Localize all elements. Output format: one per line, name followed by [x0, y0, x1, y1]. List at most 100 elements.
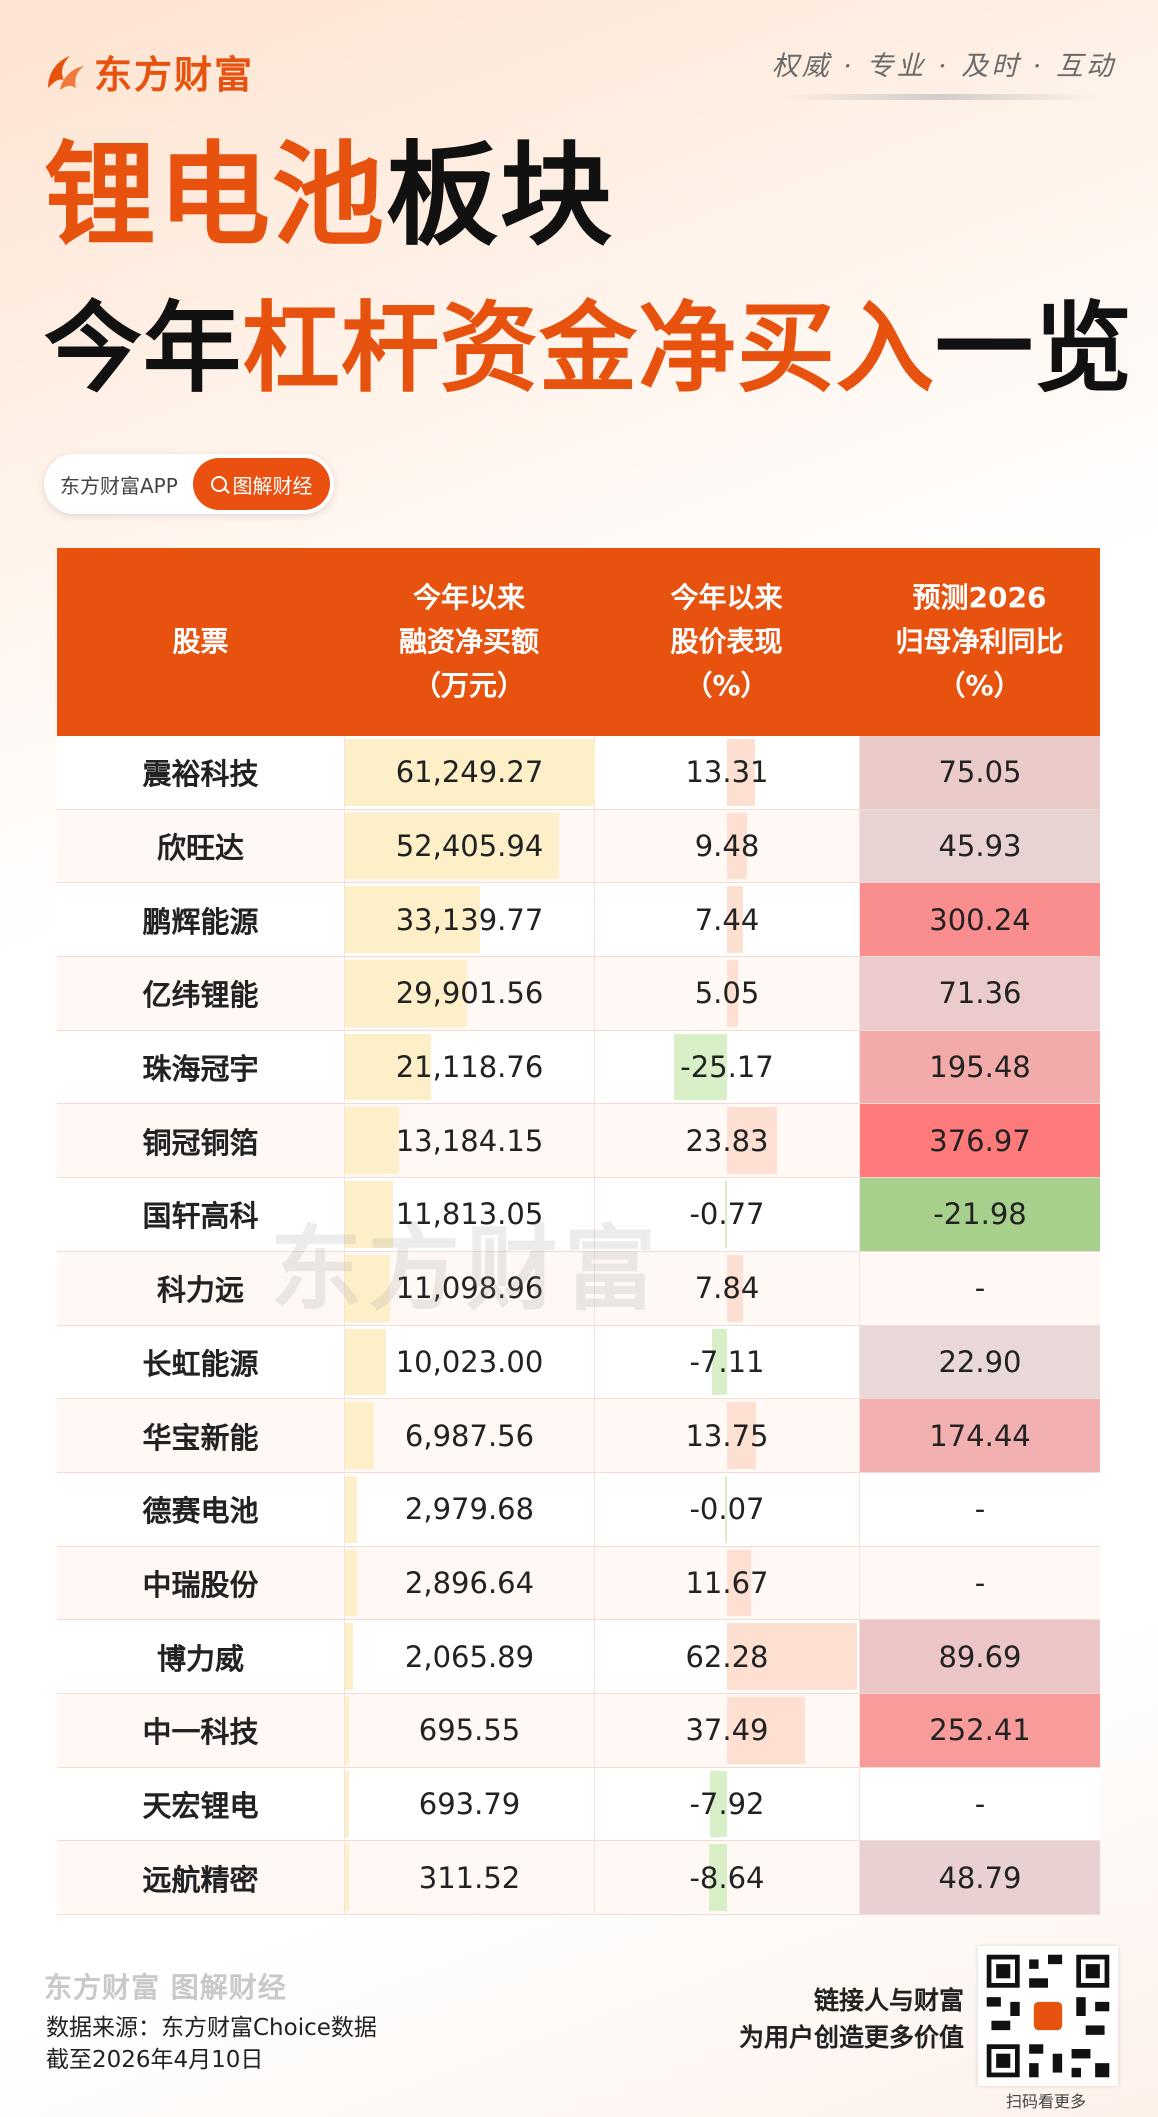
profit-value: - [974, 1786, 986, 1821]
price-bar [708, 1844, 727, 1911]
source-line1: 数据来源：东方财富Choice数据 [46, 2015, 377, 2041]
title2-black-a: 今年 [44, 292, 243, 406]
profit-cell: 75.05 [859, 736, 1100, 809]
net-buy-value: 693.79 [418, 1786, 521, 1821]
net-buy-cell: 693.79 [344, 1767, 594, 1841]
table-row: 震裕科技 61,249.27 13.31 75.05 [57, 736, 1100, 810]
stock-name-text: 国轩高科 [142, 1199, 259, 1234]
net-buy-cell: 695.55 [344, 1693, 594, 1767]
profit-value: 48.79 [938, 1860, 1022, 1895]
page-title-line2: 今年杠杆资金净买入一览 [44, 300, 1133, 398]
profit-cell: - [859, 1251, 1100, 1325]
price-cell: -0.07 [594, 1472, 859, 1546]
price-cell: -7.11 [594, 1325, 859, 1399]
stock-name: 国轩高科 [57, 1178, 344, 1251]
table-row: 珠海冠宇 21,118.76 -25.17 195.48 [57, 1030, 1100, 1105]
title2-black-b: 一览 [935, 292, 1134, 406]
price-bar [727, 886, 743, 954]
profit-cell: 195.48 [859, 1030, 1100, 1104]
net-buy-cell: 52,405.94 [344, 809, 594, 883]
table-row: 科力远 11,098.96 7.84 - [57, 1251, 1100, 1326]
net-buy-bar [345, 886, 481, 954]
net-buy-bar [345, 1475, 358, 1543]
profit-value: 22.90 [938, 1344, 1022, 1379]
profit-cell: 22.90 [859, 1325, 1100, 1399]
profit-cell: - [859, 1767, 1100, 1841]
price-value: 11.67 [685, 1565, 769, 1600]
net-buy-bar [345, 739, 595, 806]
stock-name-text: 欣旺达 [156, 831, 244, 866]
net-buy-value: 61,249.27 [395, 755, 544, 790]
stock-name-text: 亿纬锂能 [142, 978, 259, 1013]
net-buy-bar [345, 1033, 432, 1101]
stock-name: 震裕科技 [57, 736, 344, 809]
title2-orange: 杠杆资金净买入 [242, 292, 936, 406]
qr-label: 扫码看更多 [1006, 2092, 1087, 2111]
price-cell: 62.28 [594, 1620, 859, 1693]
profit-cell: - [859, 1546, 1100, 1620]
price-value: 7.44 [694, 902, 760, 937]
profit-cell: 252.41 [859, 1693, 1100, 1767]
price-cell: 23.83 [594, 1104, 859, 1178]
qr-code-icon[interactable] [978, 1946, 1118, 2086]
price-value: -0.07 [689, 1492, 765, 1527]
stock-name-text: 珠海冠宇 [142, 1052, 259, 1087]
net-buy-bar [345, 1770, 349, 1838]
price-value: -7.92 [689, 1786, 765, 1821]
stock-name: 博力威 [57, 1620, 344, 1693]
price-bar [727, 1549, 752, 1617]
table-row: 亿纬锂能 29,901.56 5.05 71.36 [57, 957, 1100, 1031]
price-cell: 37.49 [594, 1693, 859, 1767]
price-bar [725, 1181, 727, 1248]
price-value: 13.31 [685, 755, 769, 790]
stock-name-text: 远航精密 [142, 1862, 259, 1897]
net-buy-cell: 2,896.64 [344, 1546, 594, 1620]
profit-cell: 89.69 [859, 1620, 1100, 1693]
profit-cell: 71.36 [859, 957, 1100, 1030]
stock-name: 华宝新能 [57, 1399, 344, 1472]
title-orange-part: 锂电池 [44, 131, 386, 261]
price-value: 23.83 [685, 1123, 769, 1158]
profit-cell: - [859, 1472, 1100, 1546]
stock-name: 中瑞股份 [57, 1547, 344, 1620]
net-buy-bar [345, 1696, 349, 1764]
net-buy-bar [345, 1181, 394, 1248]
price-cell: -7.92 [594, 1767, 859, 1841]
price-value: 5.05 [694, 976, 760, 1011]
net-buy-value: 33,139.77 [395, 902, 544, 937]
net-buy-value: 11,813.05 [395, 1197, 544, 1232]
profit-value: 71.36 [938, 976, 1022, 1011]
profit-value: 89.69 [938, 1639, 1022, 1674]
stock-name-text: 鹏辉能源 [142, 904, 259, 939]
price-cell: -0.77 [594, 1178, 859, 1251]
chip-tujie-button[interactable]: 图解财经 [193, 458, 330, 510]
price-cell: 11.67 [594, 1546, 859, 1620]
profit-value: - [974, 1271, 986, 1306]
net-buy-cell: 11,813.05 [344, 1178, 594, 1251]
net-buy-value: 2,896.64 [404, 1565, 535, 1600]
title-black-part: 板块 [386, 131, 614, 261]
net-buy-bar [345, 1254, 391, 1322]
net-buy-cell: 311.52 [344, 1841, 594, 1914]
header-profit: 预测2026 归母净利同比 （%） [895, 581, 1064, 702]
net-buy-cell: 2,065.89 [344, 1620, 594, 1693]
net-buy-bar [345, 1844, 349, 1911]
profit-value: 75.05 [938, 755, 1022, 790]
table-row: 鹏辉能源 33,139.77 7.44 300.24 [57, 883, 1100, 958]
price-cell: 7.44 [594, 883, 859, 957]
profit-cell: 48.79 [859, 1841, 1100, 1914]
profit-cell: 300.24 [859, 883, 1100, 957]
net-buy-cell: 11,098.96 [344, 1251, 594, 1325]
profit-value: 45.93 [938, 829, 1022, 864]
price-value: 62.28 [685, 1639, 769, 1674]
stock-name-text: 华宝新能 [142, 1420, 259, 1455]
stock-name-text: 科力远 [156, 1273, 244, 1308]
tagline1: 链接人与财富 [813, 1986, 964, 2015]
net-buy-cell: 29,901.56 [344, 957, 594, 1030]
net-buy-value: 10,023.00 [395, 1344, 544, 1379]
price-cell: 5.05 [594, 957, 859, 1030]
stock-name-text: 德赛电池 [142, 1494, 259, 1529]
price-cell: 13.31 [594, 736, 859, 809]
page-title-line1: 锂电池板块 [44, 140, 614, 252]
header-net-buy: 今年以来 融资净买额 （万元） [398, 581, 539, 702]
